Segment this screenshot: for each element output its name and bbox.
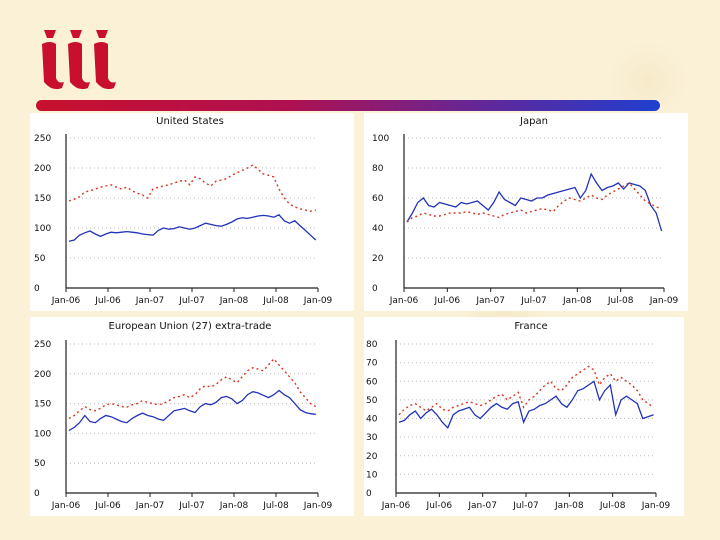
y-tick-label: 0 [34, 284, 40, 294]
y-tick-label: 50 [366, 396, 378, 406]
x-tick-label: Jul-06 [434, 296, 461, 306]
chart-panel-top-right: Japan 0 20 40 60 80 100 Jan-06 Jul-06 Jan-07 Jul-0… [364, 113, 688, 311]
y-tick-label: 60 [372, 194, 384, 204]
y-tick-label: 10 [366, 470, 378, 480]
y-tick-label: 0 [372, 284, 378, 294]
y-tick-label: 20 [366, 452, 378, 462]
y-tick-label: 70 [366, 359, 378, 369]
x-tick-label: Jan-08 [219, 296, 249, 306]
y-tick-label: 20 [372, 254, 384, 264]
y-tick-label: 50 [34, 254, 46, 264]
chart-panel-top-left: United States 0 50 100 150 200 250 Jan-06 Jul-06… [30, 113, 354, 311]
y-tick-label: 100 [34, 224, 51, 234]
chart-title: Japan [519, 116, 548, 127]
x-tick-label: Jan-07 [467, 501, 497, 511]
y-tick-label: 200 [34, 164, 51, 174]
x-tick-label: Jan-09 [303, 501, 333, 511]
x-tick-label: Jul-07 [512, 501, 539, 511]
header-bar [36, 100, 660, 111]
x-tick-label: Jul-08 [607, 296, 634, 306]
series-line-dotted [68, 164, 316, 212]
y-tick-label: 250 [34, 134, 51, 144]
y-tick-label: 100 [372, 134, 389, 144]
x-tick-label: Jan-08 [562, 296, 592, 306]
x-tick-label: Jan-06 [381, 501, 411, 511]
x-tick-label: Jul-06 [94, 296, 121, 306]
y-tick-label: 40 [372, 224, 384, 234]
chart-panel-bottom-right: France 0 10 20 30 40 50 60 70 80 Jan-06 Jul-06 Jan-0… [364, 317, 684, 516]
series-line-solid [68, 214, 317, 242]
series-line-solid [398, 380, 654, 429]
y-tick-label: 50 [34, 459, 46, 469]
chart-european-union: European Union (27) extra-trade 0 50 100 150… [34, 321, 333, 511]
y-tick-label: 0 [34, 489, 40, 499]
x-tick-label: Jan-07 [135, 296, 165, 306]
x-tick-label: Jul-06 [426, 501, 453, 511]
y-tick-label: 0 [366, 489, 372, 499]
series-line-dotted [398, 365, 654, 416]
x-tick-label: Jul-07 [178, 501, 205, 511]
x-tick-label: Jul-06 [94, 501, 121, 511]
chart-panel-bottom-left: European Union (27) extra-trade 0 50 100 150… [30, 317, 354, 516]
x-tick-label: Jul-08 [599, 501, 626, 511]
y-tick-label: 80 [372, 164, 384, 174]
chart-france: France 0 10 20 30 40 50 60 70 80 Jan-06 Jul-06 Jan-0… [366, 321, 671, 511]
x-tick-label: Jul-07 [520, 296, 547, 306]
x-tick-label: Jul-07 [178, 296, 205, 306]
x-tick-label: Jan-06 [51, 501, 81, 511]
y-tick-label: 40 [366, 415, 378, 425]
x-tick-label: Jan-08 [219, 501, 249, 511]
series-line-solid [406, 172, 663, 232]
x-tick-label: Jan-09 [641, 501, 671, 511]
x-tick-label: Jan-09 [303, 296, 333, 306]
y-tick-label: 200 [34, 370, 51, 380]
series-line-dotted [68, 357, 317, 420]
x-tick-label: Jan-06 [389, 296, 419, 306]
x-tick-label: Jul-08 [262, 296, 289, 306]
chart-united-states: United States 0 50 100 150 200 250 Jan-06 Jul-06… [34, 116, 333, 306]
y-tick-label: 150 [34, 400, 51, 410]
x-tick-label: Jan-08 [554, 501, 584, 511]
y-tick-label: 30 [366, 433, 378, 443]
wto-logo [38, 30, 118, 96]
chart-title: United States [156, 116, 224, 127]
series-line-dotted [406, 182, 662, 223]
y-tick-label: 60 [366, 377, 378, 387]
y-tick-label: 80 [366, 340, 378, 350]
y-tick-label: 150 [34, 194, 51, 204]
x-tick-label: Jul-08 [262, 501, 289, 511]
series-line-solid [68, 389, 316, 431]
x-tick-label: Jan-09 [649, 296, 679, 306]
x-tick-label: Jan-07 [135, 501, 165, 511]
x-tick-label: Jan-07 [475, 296, 505, 306]
logo-graphic [42, 30, 116, 90]
y-tick-label: 100 [34, 429, 51, 439]
chart-title: European Union (27) extra-trade [109, 321, 272, 332]
chart-title: France [514, 321, 547, 332]
x-tick-label: Jan-06 [51, 296, 81, 306]
y-tick-label: 250 [34, 340, 51, 350]
chart-japan: Japan 0 20 40 60 80 100 Jan-06 Jul-06 Jan-07 Jul-0… [372, 116, 679, 306]
